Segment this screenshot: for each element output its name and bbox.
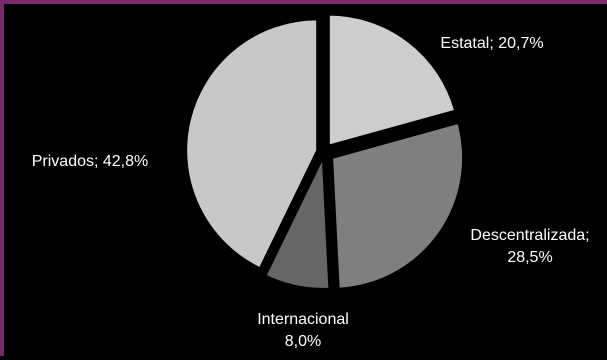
slice-label-line: 28,5% <box>507 249 552 266</box>
slice-label-3: Privados; 42,8% <box>32 153 149 170</box>
slice-label-line: Privados; 42,8% <box>32 153 149 170</box>
pie-slice-3 <box>185 18 319 270</box>
slice-label-line: Descentralizada; <box>470 227 589 244</box>
slice-label-0: Estatal; 20,7% <box>440 35 543 52</box>
slice-label-line: Estatal; 20,7% <box>440 35 543 52</box>
pie-slice-1 <box>331 121 465 290</box>
pie-slice-2 <box>264 157 331 290</box>
pie-slice-0 <box>327 13 457 147</box>
slice-label-1: Descentralizada; 28,5% <box>470 227 589 266</box>
slice-label-line: 8,0% <box>285 333 321 350</box>
slice-label-line: Internacional <box>257 311 349 328</box>
pie-chart: Estatal; 20,7% Descentralizada; 28,5% Inter… <box>32 13 590 350</box>
slice-label-2: Internacional 8,0% <box>257 311 349 350</box>
